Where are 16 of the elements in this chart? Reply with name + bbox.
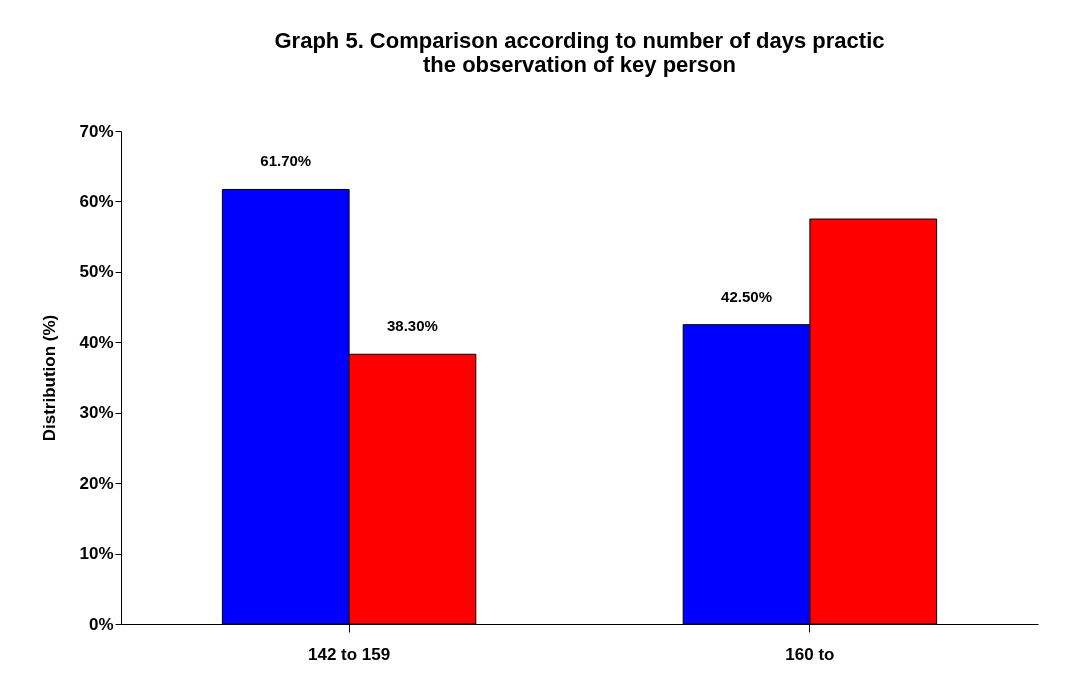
x-tick-label: 142 to 159 [307,644,391,664]
y-tick-label: 70% [79,121,114,141]
text: the observation of key person [423,52,736,77]
y-tick-label: 30% [79,403,114,423]
data-label: 42.50% [721,287,772,305]
y-tick-label: 0% [88,614,114,634]
data-label: 61.70% [260,152,312,170]
y-tick-label: 40% [79,332,114,352]
y-tick-label: 10% [79,544,114,564]
y-axis-title: Distribution (%) [40,314,60,442]
text: Graph 5. Comparison according to number of days practic [274,28,885,53]
x-tick-label: 160 to [785,644,835,664]
y-tick-label: 50% [79,262,114,282]
y-tick-label: 60% [79,191,114,211]
y-tick-label: 20% [79,473,114,493]
data-label: 38.30% [387,317,438,335]
